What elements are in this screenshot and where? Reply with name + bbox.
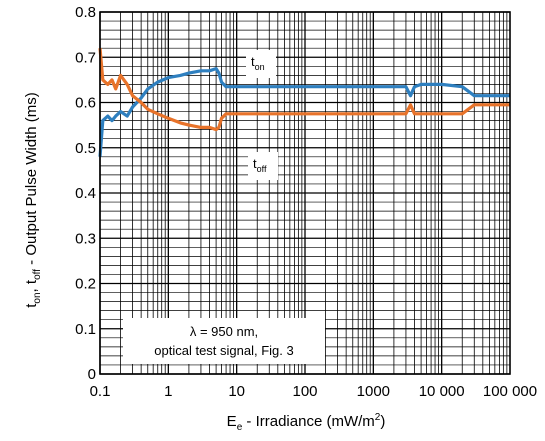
t-on-label: ton (251, 54, 265, 72)
y-tick-label: 0.7 (75, 49, 96, 66)
y-tick-label: 0.1 (75, 321, 96, 338)
y-tick-label: 0.2 (75, 276, 96, 293)
annotation-line-2: optical test signal, Fig. 3 (154, 343, 293, 358)
x-tick-label: 0.1 (90, 383, 111, 400)
y-tick-label: 0.6 (75, 95, 96, 112)
series-lines (98, 48, 510, 157)
y-tick-label: 0 (88, 366, 96, 383)
x-tick-label: 10 000 (419, 383, 465, 400)
x-tick-label: 1 (164, 383, 172, 400)
y-tick-label: 0.5 (75, 140, 96, 157)
y-axis-title: ton, toff - Output Pulse Width (ms) (23, 92, 43, 307)
y-tick-label: 0.8 (75, 4, 96, 21)
x-tick-label: 100 000 (483, 383, 537, 400)
x-tick-label: 100 (292, 383, 317, 400)
annotation-box (123, 318, 325, 364)
t-on-label-bg (246, 50, 276, 78)
plot-frame (99, 11, 511, 375)
annotation-line-1: λ = 950 nm, (190, 324, 258, 339)
series-line-t-off (98, 48, 510, 132)
t-off-label: toff (253, 156, 267, 174)
tick-labels: 0.1 1 10 100 1000 10 000 100 00000.10.20.30.40… (75, 4, 537, 400)
series-line-t-on (98, 66, 510, 157)
y-tick-label: 0.4 (75, 185, 96, 202)
x-tick-label: 1000 (357, 383, 390, 400)
x-tick-label: 10 (228, 383, 245, 400)
y-tick-label: 0.3 (75, 230, 96, 247)
t-off-label-bg (248, 152, 278, 180)
x-axis-title: Ee - Irradiance (mW/m2) (227, 412, 386, 433)
